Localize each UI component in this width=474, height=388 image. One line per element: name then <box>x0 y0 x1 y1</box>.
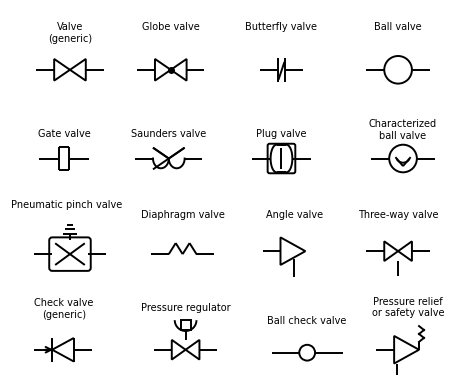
Text: Plug valve: Plug valve <box>256 129 307 139</box>
Text: Three-way valve: Three-way valve <box>358 210 438 220</box>
Text: Diaphragm valve: Diaphragm valve <box>141 210 225 220</box>
Text: Ball valve: Ball valve <box>374 23 422 33</box>
Text: Ball check valve: Ball check valve <box>267 316 347 326</box>
Text: Gate valve: Gate valve <box>37 129 91 139</box>
Text: Pneumatic pinch valve: Pneumatic pinch valve <box>11 200 122 210</box>
Text: Globe valve: Globe valve <box>142 23 200 33</box>
Text: Angle valve: Angle valve <box>266 210 323 220</box>
Text: Butterfly valve: Butterfly valve <box>246 23 318 33</box>
Text: Check valve
(generic): Check valve (generic) <box>34 298 94 320</box>
Text: Valve
(generic): Valve (generic) <box>48 23 92 44</box>
Text: Pressure relief
or safety valve: Pressure relief or safety valve <box>372 296 444 318</box>
Text: Characterized
ball valve: Characterized ball valve <box>369 119 437 141</box>
Text: Saunders valve: Saunders valve <box>131 129 207 139</box>
Text: Pressure regulator: Pressure regulator <box>141 303 230 314</box>
Bar <box>181 320 191 330</box>
